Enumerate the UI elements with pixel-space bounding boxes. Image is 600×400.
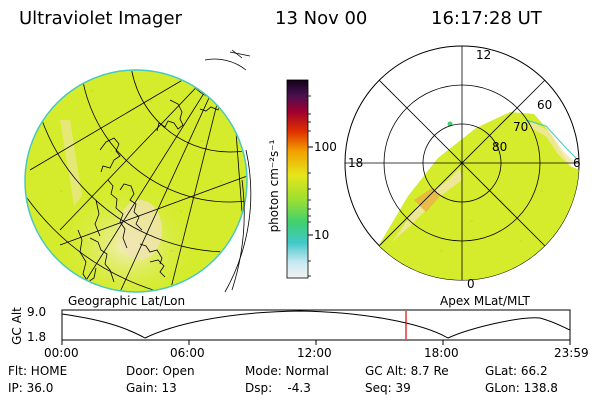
mlt-label-6: 6 (573, 156, 581, 170)
info-gc-alt: GC Alt: 8.7 Re (365, 364, 449, 378)
info-seq: Seq: 39 (365, 381, 411, 395)
orbit-x-tick-3: 18:00 (424, 346, 459, 360)
info-dsp: Dsp: -4.3 (245, 381, 311, 395)
mlt-label-18: 18 (348, 156, 364, 170)
time-label: 16:17:28 UT (431, 8, 542, 29)
mlt-label-0: 0 (467, 277, 475, 291)
colorbar-label-100: 100 (314, 140, 337, 154)
emission-hotspot (414, 188, 440, 212)
colorbar (286, 79, 313, 279)
polar-grid (345, 46, 579, 280)
colorbar-axis-label: photon cm⁻²s⁻¹ (267, 139, 281, 233)
info-mode: Mode: Normal (245, 364, 329, 378)
orbit-x-tick-0: 00:00 (44, 346, 79, 360)
info-glat: GLat: 66.2 (485, 364, 548, 378)
info-gain: Gain: 13 (126, 381, 177, 395)
info-ip: IP: 36.0 (8, 381, 54, 395)
polar-panel-label: Apex MLat/MLT (440, 294, 530, 308)
lat-label-80: 80 (492, 140, 508, 154)
lat-label-60: 60 (537, 98, 553, 112)
colorbar-gradient (286, 79, 309, 279)
orbit-x-tick-2: 12:00 (297, 346, 332, 360)
colorbar-label-10: 10 (314, 228, 330, 242)
geo-graticule-outer (204, 49, 252, 293)
geo-panel-label: Geographic Lat/Lon (68, 294, 186, 308)
polar-plot (344, 45, 580, 281)
orbit-strip (61, 309, 571, 345)
orbit-y-bottom: 1.8 (27, 330, 47, 344)
orbit-y-top: 9.0 (27, 305, 47, 319)
altitude-curve (61, 310, 571, 339)
mlt-label-12: 12 (476, 48, 492, 62)
orbit-plot-frame (61, 309, 571, 341)
instrument-title: Ultraviolet Imager (19, 8, 182, 29)
date-label: 13 Nov 00 (275, 8, 368, 29)
orbit-x-tick-4: 23:59 (554, 346, 589, 360)
lat-label-70: 70 (513, 120, 529, 134)
orbit-x-ticks (61, 340, 571, 345)
info-glon: GLon: 138.8 (485, 381, 558, 395)
info-flt: Flt: HOME (8, 364, 68, 378)
info-door: Door: Open (126, 364, 195, 378)
orbit-ylabel: GC Alt (10, 307, 24, 345)
colorbar-minor-ticks (308, 95, 311, 277)
orbit-x-tick-1: 06:00 (170, 346, 205, 360)
